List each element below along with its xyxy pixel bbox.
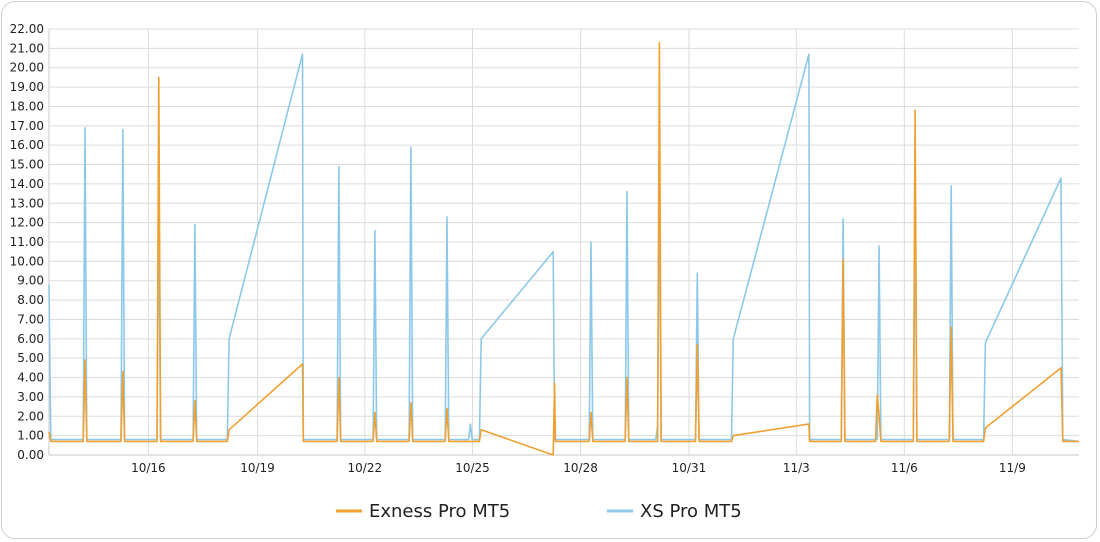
x-axis: 10/16 10/19 10/22 10/25 10/28 10/31 11/3 11/6 11… [49, 454, 1079, 475]
y-tick-label: 16.00 [10, 138, 44, 152]
y-tick-label: 11.00 [10, 235, 44, 249]
x-tick-label: 11/9 [999, 461, 1026, 475]
y-tick-label: 8.00 [17, 293, 44, 307]
series-line-xs-pro-mt5 [48, 53, 1080, 443]
y-tick-label: 17.00 [10, 119, 44, 133]
y-tick-label: 3.00 [17, 390, 44, 404]
y-tick-label: 4.00 [17, 371, 44, 385]
x-tick-label: 11/6 [891, 461, 918, 475]
x-tick-label: 10/28 [563, 461, 598, 475]
y-axis: 0.00 1.00 2.00 3.00 4.00 5.00 6.00 7.00 8.00 9.00… [10, 22, 50, 462]
x-tick-label: 10/16 [131, 461, 166, 475]
series-layer [48, 41, 1080, 456]
legend-item-xs-pro-mt5: XS Pro MT5 [607, 501, 742, 522]
y-tick-label: 9.00 [17, 274, 44, 288]
y-tick-label: 0.00 [17, 448, 44, 462]
y-tick-label: 22.00 [10, 22, 44, 36]
grid [49, 28, 1079, 456]
y-tick-label: 10.00 [10, 254, 44, 268]
legend-item-exness-pro-mt5: Exness Pro MT5 [336, 501, 510, 522]
x-tick-label: 10/22 [348, 461, 383, 475]
y-tick-label: 7.00 [17, 312, 44, 326]
y-tick-label: 1.00 [17, 429, 44, 443]
series-line-exness-pro-mt5 [48, 41, 1079, 456]
y-tick-label: 14.00 [10, 177, 44, 191]
y-tick-label: 19.00 [10, 80, 44, 94]
y-tick-label: 20.00 [10, 61, 44, 75]
y-tick-label: 15.00 [10, 158, 44, 172]
y-tick-label: 18.00 [10, 99, 44, 113]
x-tick-label: 10/19 [240, 461, 275, 475]
x-tick-label: 10/25 [455, 461, 490, 475]
y-tick-label: 12.00 [10, 216, 44, 230]
y-tick-label: 5.00 [17, 351, 44, 365]
x-tick-label: 11/3 [783, 461, 810, 475]
y-tick-label: 21.00 [10, 41, 44, 55]
legend-label: Exness Pro MT5 [369, 501, 510, 522]
y-tick-label: 13.00 [10, 196, 44, 210]
x-tick-label: 10/31 [672, 461, 707, 475]
legend: Exness Pro MT5 XS Pro MT5 [336, 501, 742, 522]
y-tick-label: 6.00 [17, 332, 44, 346]
y-tick-label: 2.00 [17, 409, 44, 423]
legend-label: XS Pro MT5 [640, 501, 742, 522]
